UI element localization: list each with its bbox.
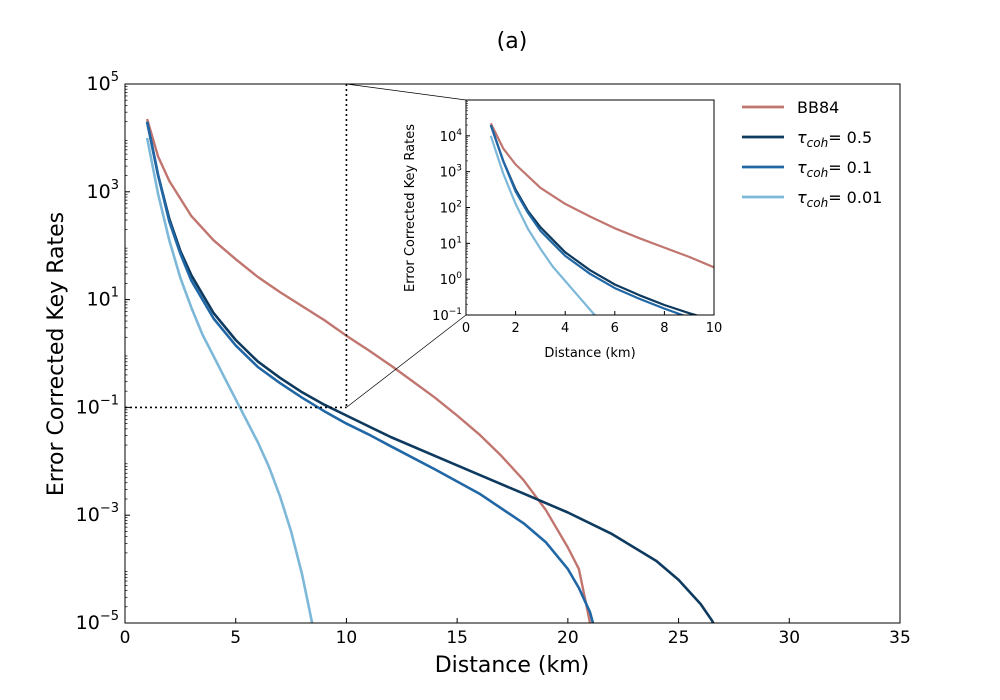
main-line-series-3 (145, 137, 314, 623)
main-plot-frame (124, 83, 901, 624)
inset-line-series-1 (489, 124, 700, 315)
inset-line-series-3 (489, 135, 597, 315)
chart-title: (a) (497, 29, 528, 54)
zoom-connector-bottom (346, 314, 467, 408)
inset-x-tick-label: 8 (660, 321, 668, 336)
legend: BB84 τcoh= 0.5 τcoh= 0.1 τcoh= 0.01 (742, 98, 882, 210)
inset-x-tick-label: 4 (561, 321, 569, 336)
x-tick-label: 35 (889, 628, 911, 648)
y-axis-label: Error Corrected Key Rates (44, 212, 69, 496)
inset-y-tick-label: 10−1 (432, 307, 462, 324)
main-line-series-2 (145, 121, 595, 623)
inset-x-axis-label: Distance (km) (544, 346, 635, 361)
legend-label: τcoh= 0.01 (797, 188, 882, 210)
inset-y-tick-label: 101 (440, 235, 462, 252)
inset-x-tick-label: 2 (511, 321, 519, 336)
y-tick-label: 105 (87, 70, 119, 95)
x-tick-label: 5 (230, 628, 241, 648)
main-line-series-0 (145, 118, 592, 623)
x-tick-label: 0 (120, 628, 131, 648)
y-tick-label: 10−1 (76, 393, 119, 418)
inset-x-tick-label: 6 (611, 321, 619, 336)
x-tick-label: 25 (668, 628, 690, 648)
x-tick-label: 15 (446, 628, 468, 648)
legend-label: τcoh= 0.5 (797, 128, 872, 150)
inset-x-tick-label: 0 (462, 321, 470, 336)
inset-y-tick-label: 102 (440, 200, 462, 217)
x-axis-label: Distance (km) (435, 653, 590, 678)
x-tick-label: 30 (778, 628, 800, 648)
y-tick-label: 101 (87, 286, 119, 311)
inset-y-tick-label: 100 (440, 271, 463, 288)
inset-y-tick-label: 104 (440, 128, 463, 145)
y-tick-label: 10−5 (76, 609, 119, 634)
legend-label: τcoh= 0.1 (797, 158, 872, 180)
legend-label: BB84 (797, 98, 839, 117)
inset-line-series-2 (489, 124, 686, 315)
x-tick-label: 10 (336, 628, 358, 648)
y-tick-label: 103 (87, 178, 119, 203)
main-line-series-1 (145, 121, 715, 623)
y-tick-label: 10−3 (76, 501, 119, 526)
x-tick-label: 20 (557, 628, 579, 648)
inset-y-tick-label: 103 (440, 164, 462, 181)
zoom-connector-top (346, 83, 467, 101)
inset-y-axis-label: Error Corrected Key Rates (403, 124, 418, 292)
inset-line-series-0 (489, 122, 714, 269)
inset-x-tick-label: 10 (706, 321, 723, 336)
inset-plot: 0 2 4 6 8 10 10−1 100 101 102 103 104 Distance (km… (403, 99, 723, 361)
